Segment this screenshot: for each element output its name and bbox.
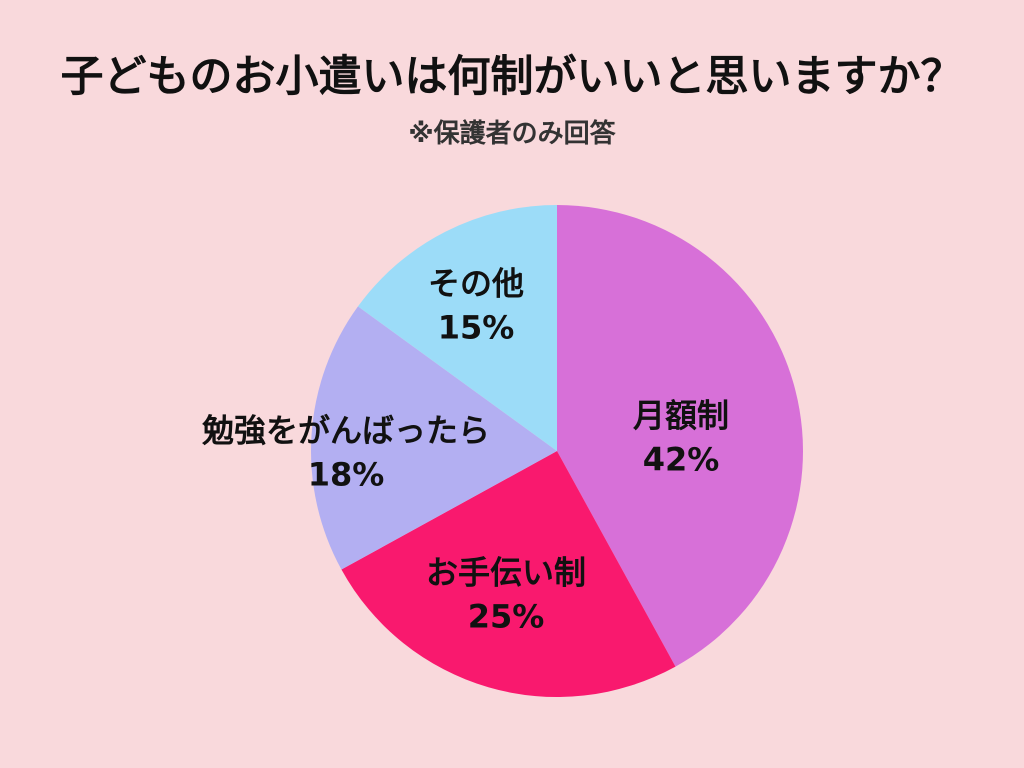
slice-percentage: 42% bbox=[642, 440, 720, 478]
pie-slice-label-3: 勉強をがんばったら 18% bbox=[202, 409, 490, 496]
slice-percentage: 18% bbox=[307, 455, 385, 493]
pie-slice-1 bbox=[557, 205, 803, 667]
pie-slice-label-1: 月額制 42% bbox=[633, 394, 729, 481]
slice-name: 勉強をがんばったら bbox=[201, 411, 491, 450]
slice-name: お手伝い制 bbox=[425, 553, 587, 592]
pie-slice-4 bbox=[357, 205, 557, 451]
slice-name: その他 bbox=[427, 264, 525, 303]
slice-name: 月額制 bbox=[632, 396, 730, 435]
pie-slice-label-2: お手伝い制 25% bbox=[426, 551, 586, 638]
chart-title: 子どものお小遣いは何制がいいと思いますか？ bbox=[60, 52, 964, 102]
slice-percentage: 15% bbox=[437, 308, 515, 346]
slice-percentage: 25% bbox=[467, 597, 545, 635]
pie-slice-2 bbox=[341, 451, 676, 697]
chart-subtitle: ※保護者のみ回答 bbox=[408, 119, 616, 149]
pie-slice-3 bbox=[310, 306, 557, 570]
pie-slice-label-4: その他 15% bbox=[428, 262, 524, 349]
